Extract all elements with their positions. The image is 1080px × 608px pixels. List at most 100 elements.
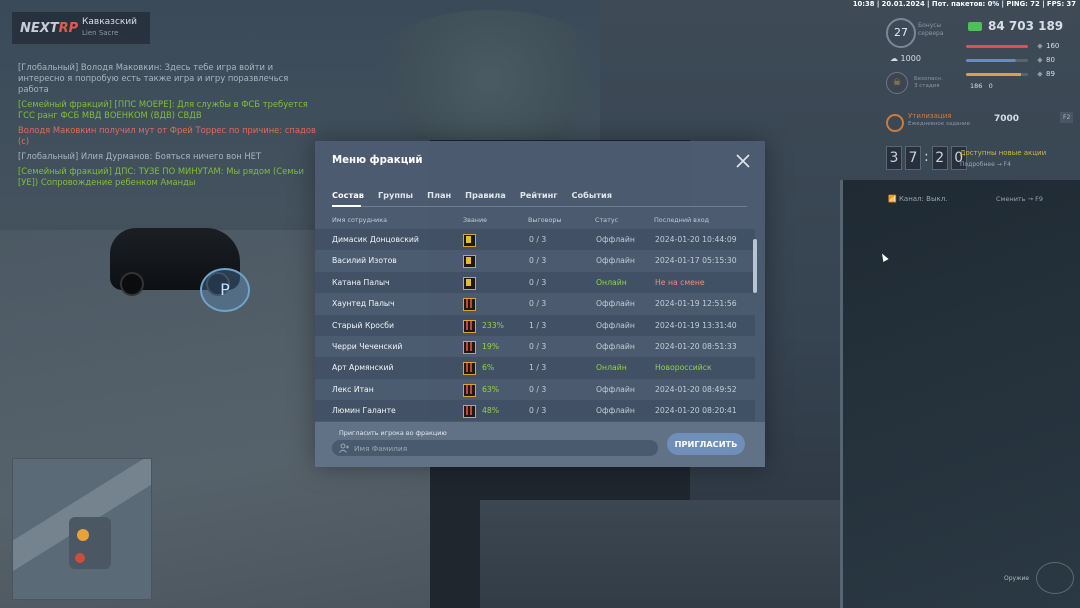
vital-bar-fill <box>966 72 1028 76</box>
window-frame <box>840 180 1080 608</box>
level-label: Бонусы сервера <box>918 22 944 37</box>
chat-message: [Глобальный] Володя Маковкин: Здесь тебе… <box>18 62 289 94</box>
warnings-count: 0 / 3 <box>529 384 547 394</box>
weapon-label: Оружие <box>1004 575 1030 582</box>
tab-0[interactable]: Состав <box>332 190 364 200</box>
stripe-rank-icon <box>463 341 476 354</box>
last-login: Не на смене <box>655 277 705 287</box>
minimap <box>12 458 152 600</box>
member-name: Димасик Донцовский <box>332 235 419 244</box>
util-hotkey: F2 <box>1060 112 1074 123</box>
tab-5[interactable]: События <box>571 190 613 200</box>
star-rank-icon <box>463 255 476 269</box>
status-text: Оффлайн <box>596 384 635 394</box>
stripe-rank-icon <box>463 298 476 312</box>
cash-display: ☁ 1000 <box>890 54 921 63</box>
member-name: Василий Изотов <box>332 256 397 266</box>
status-text: Онлайн <box>596 363 627 373</box>
invite-label: Пригласить игрока во фракцию <box>339 429 447 437</box>
table-row[interactable]: Катана Палыч 0 / 3 Онлайн Не на смене <box>315 271 755 294</box>
util-value: 7000 <box>994 114 1020 124</box>
star-rank-icon <box>463 276 476 290</box>
status-text: Оффлайн <box>596 320 635 330</box>
vital-value: 89 <box>1046 70 1055 78</box>
warnings-count: 0 / 3 <box>529 235 547 244</box>
invite-name-input[interactable] <box>332 440 658 456</box>
stripe-rank-icon <box>463 362 476 376</box>
star-rank-icon <box>463 234 476 247</box>
scrollbar-thumb[interactable] <box>753 239 757 293</box>
table-row[interactable]: Арт Армянский 6% 1 / 3 Онлайн Новороссийск <box>315 357 755 379</box>
invite-button[interactable]: ПРИГЛАСИТЬ <box>667 433 745 455</box>
table-row[interactable]: Черри Чеченский 19% 0 / 3 Оффлайн 2024-01-20… <box>315 336 755 357</box>
tabs-divider <box>332 206 747 207</box>
tab-3[interactable]: Правила <box>465 190 506 200</box>
server-logo: NEXTRP Кавказский Lien Sacre <box>12 12 150 44</box>
table-row[interactable]: Люмин Галанте 48% 0 / 3 Оффлайн 2024-01-20 0… <box>315 400 755 421</box>
timer: 3 7 : 2 0 <box>886 146 967 170</box>
vital-bar: ◆ 89 <box>966 67 1076 81</box>
table-header: Имя сотрудника Звание Выговоры Статус Послед… <box>332 216 742 226</box>
table-row[interactable]: Василий Изотов 0 / 3 Оффлайн 2024-01-17 05:… <box>315 250 755 271</box>
modal-title: Меню фракций <box>332 155 423 166</box>
util-title: Утилизация <box>908 112 952 120</box>
member-name: Черри Чеченский <box>332 342 403 351</box>
warnings-count: 0 / 3 <box>529 256 547 266</box>
trees <box>360 10 620 150</box>
warnings-count: 1 / 3 <box>529 320 547 330</box>
vital-bar: ◆ 160 <box>966 39 1076 53</box>
faction-menu-modal: Меню фракций Состав Группы План Правила Рейт… <box>315 141 765 467</box>
recycle-icon <box>886 114 904 132</box>
status-bar: 10:38 | 20.01.2024 | Пот. пакетов: 0% | … <box>852 0 1076 8</box>
tab-1[interactable]: Группы <box>377 190 414 200</box>
tab-2[interactable]: План <box>427 190 452 200</box>
warnings-count: 1 / 3 <box>529 363 547 373</box>
last-login: 2024-01-19 13:31:40 <box>655 320 737 330</box>
rank-progress: 19% <box>482 342 500 351</box>
safety-status-label: Безопасн. З стадия <box>914 76 943 89</box>
vital-bar: ◆ 80 <box>966 53 1076 67</box>
server-name: Кавказский Lien Sacre <box>82 17 138 37</box>
column-header: Последний вход <box>654 216 710 224</box>
money-icon <box>968 22 982 31</box>
chat-log: [Глобальный] Володя Маковкин: Здесь тебе… <box>18 62 318 192</box>
column-header: Выговоры <box>528 216 562 224</box>
warnings-count: 0 / 3 <box>529 406 547 416</box>
last-login: 2024-01-17 05:15:30 <box>655 256 737 266</box>
modal-tabs: Состав Группы План Правила Рейтинг События <box>332 190 612 208</box>
column-header: Статус <box>595 216 619 224</box>
table-row[interactable]: Димасик Донцовский 0 / 3 Оффлайн 2024-01-20… <box>315 229 755 251</box>
status-text: Оффлайн <box>596 299 635 309</box>
warnings-count: 0 / 3 <box>529 342 547 351</box>
warnings-count: 0 / 3 <box>529 277 547 287</box>
rank-progress: 6% <box>482 363 495 373</box>
table-scrollbar[interactable] <box>753 235 757 421</box>
close-icon[interactable] <box>735 153 751 169</box>
small-values: 186 0 <box>970 82 993 90</box>
food-icon: ◆ <box>1037 70 1043 78</box>
last-login: 2024-01-19 12:51:56 <box>655 299 737 309</box>
last-login: Новороссийск <box>655 363 712 373</box>
members-table: Димасик Донцовский 0 / 3 Оффлайн 2024-01-20… <box>315 229 755 421</box>
parking-marker: P <box>200 268 250 312</box>
vital-value: 80 <box>1046 56 1055 64</box>
member-name: Старый Кросби <box>332 320 394 330</box>
rank-progress: 63% <box>482 384 500 394</box>
tab-4[interactable]: Рейтинг <box>519 190 558 200</box>
poi-marker-icon <box>75 553 85 563</box>
table-row[interactable]: Хаунтед Палыч 0 / 3 Оффлайн 2024-01-19 12:5… <box>315 293 755 314</box>
status-text: Оффлайн <box>596 406 635 416</box>
status-text: Оффлайн <box>596 256 635 266</box>
status-text: Оффлайн <box>596 342 635 351</box>
vital-bar-fill <box>966 58 1028 62</box>
table-row[interactable]: Старый Кросби 233% 1 / 3 Оффлайн 2024-01-19 … <box>315 314 755 336</box>
table-row[interactable]: Лекс Итан 63% 0 / 3 Оффлайн 2024-01-20 08:49… <box>315 379 755 400</box>
stripe-rank-icon <box>463 405 476 419</box>
vitals-bars: ◆ 160 ◆ 80 ◆ 89 <box>966 39 1076 81</box>
chat-message: [Глобальный] Илия Дурманов: Бояться ниче… <box>18 151 262 161</box>
last-login: 2024-01-20 08:49:52 <box>655 384 737 394</box>
weapon-icon <box>1036 562 1074 594</box>
column-header: Имя сотрудника <box>332 216 387 224</box>
promo-notice: Доступны новые акции Подробнее → F4 <box>960 149 1047 168</box>
armor-icon: ◆ <box>1037 56 1043 64</box>
